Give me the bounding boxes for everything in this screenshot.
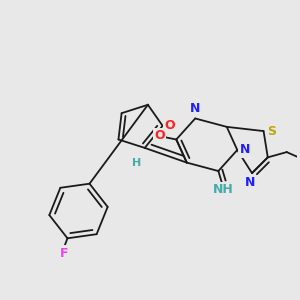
Text: N: N	[239, 143, 250, 157]
Text: N: N	[190, 103, 200, 116]
Text: F: F	[60, 247, 69, 260]
Text: H: H	[132, 158, 141, 168]
Text: S: S	[268, 124, 277, 138]
Text: N: N	[245, 176, 255, 189]
Text: NH: NH	[213, 184, 234, 196]
Text: O: O	[154, 129, 165, 142]
Text: H: H	[132, 158, 141, 168]
Text: O: O	[165, 119, 175, 132]
